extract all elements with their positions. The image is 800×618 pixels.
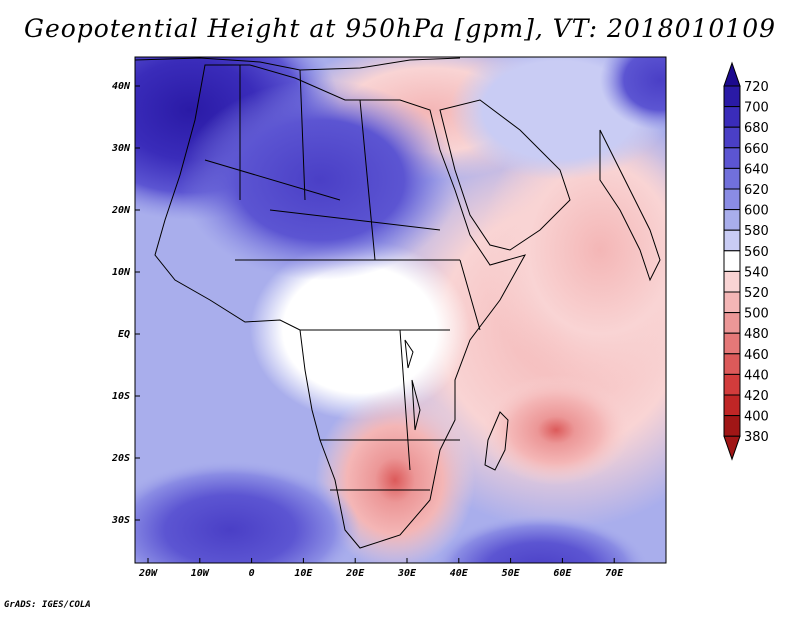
x-tick-label: 10E [294, 568, 313, 579]
colorbar-label: 420 [744, 389, 769, 404]
y-axis: 40N 30N 20N 10N EQ 10S 20S 30S [111, 81, 140, 526]
colorbar-segment [723, 415, 741, 437]
colorbar-segment [723, 250, 741, 272]
colorbar-label: 380 [744, 430, 769, 445]
colorbar-label: 500 [744, 307, 769, 322]
colorbar-segment [723, 147, 741, 169]
x-tick-label: 60E [553, 568, 572, 579]
colorbar-label: 460 [744, 348, 769, 363]
colorbar-label: 520 [744, 286, 769, 301]
colorbar-label: 660 [744, 142, 769, 157]
y-tick-label: 40N [112, 81, 131, 92]
colorbar-top-arrow [723, 61, 741, 87]
x-tick-label: 10W [191, 568, 210, 579]
colorbar-segment [723, 167, 741, 190]
colorbar-segment [723, 188, 741, 211]
colorbar-label: 560 [744, 245, 769, 260]
colorbar-segment [723, 291, 741, 314]
colorbar-label: 600 [744, 204, 769, 219]
colorbar-segment [723, 106, 741, 128]
x-tick-label: 40E [450, 568, 469, 579]
colorbar-bottom-arrow [723, 435, 741, 461]
colorbar-segment [723, 332, 741, 355]
grads-credit: GrADS: IGES/COLA [4, 600, 91, 610]
colorbar-segment [723, 126, 741, 149]
y-tick-label: 30S [111, 515, 130, 526]
colorbar-label: 680 [744, 121, 769, 136]
x-tick-label: 20W [138, 568, 158, 579]
colorbar-label: 480 [744, 327, 769, 342]
y-tick-label: 10N [112, 267, 131, 278]
x-axis: 20W 10W 0 10E 20E 30E 40E 50E 60E 70E [138, 558, 624, 579]
y-tick-label: 20S [111, 453, 130, 464]
x-tick-label: 20E [345, 568, 365, 579]
colorbar-label: 440 [744, 368, 769, 383]
colorbar-segment [723, 353, 741, 375]
y-tick-label: 10S [112, 391, 130, 402]
y-tick-label: EQ [118, 329, 130, 340]
y-tick-label: 30N [111, 143, 131, 154]
colorbar: 720 700 680 660 640 620 600 580 560 540 520 500 480 4… [723, 61, 769, 461]
colorbar-label: 400 [744, 410, 769, 425]
colorbar-label: 580 [744, 224, 769, 239]
x-tick-label: 30E [397, 568, 417, 579]
x-tick-label: 70E [605, 568, 624, 579]
colorbar-label: 620 [744, 183, 769, 198]
colorbar-segment [723, 229, 741, 252]
colorbar-label: 640 [744, 162, 769, 177]
colorbar-segment [723, 209, 741, 231]
x-tick-label: 0 [249, 568, 255, 579]
colorbar-segment [723, 394, 741, 417]
colorbar-segment [723, 270, 741, 293]
height-field [135, 57, 666, 563]
colorbar-segment [723, 312, 741, 334]
colorbar-label: 540 [744, 265, 769, 280]
colorbar-segment [723, 85, 741, 108]
colorbar-label: 720 [744, 80, 769, 95]
coastlines [135, 57, 661, 549]
x-tick-label: 50E [502, 568, 521, 579]
y-tick-label: 20N [111, 205, 131, 216]
map-frame [134, 56, 667, 564]
colorbar-segment [723, 373, 741, 396]
map-title: Geopotential Height at 950hPa [gpm], VT:… [23, 14, 777, 43]
colorbar-label: 700 [744, 101, 769, 116]
